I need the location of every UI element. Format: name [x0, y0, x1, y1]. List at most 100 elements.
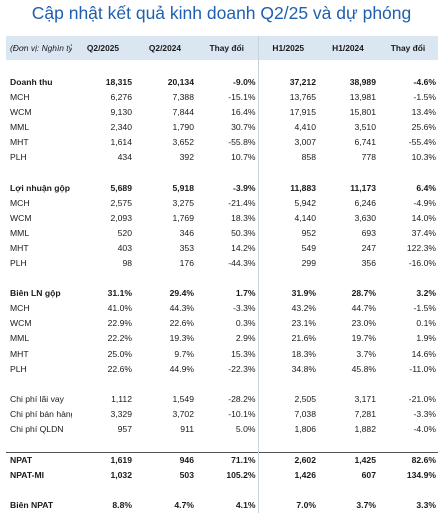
table-cell-q-change: 0.3% — [235, 318, 256, 329]
table-cell-q2-2025: 9,130 — [110, 107, 132, 118]
table-cell-h1-2024: 38,989 — [349, 77, 376, 87]
table-cell-h-change: 3.3% — [416, 500, 436, 511]
table-cell-q2-2024: 3,702 — [172, 408, 194, 419]
table-cell-q2-2024: 946 — [134, 451, 196, 469]
table-cell-h1-2025: 3,007 — [257, 135, 318, 151]
table-cell-q2-2024: 1,549 — [172, 393, 194, 404]
row-label: Biên LN gộp — [10, 288, 61, 299]
table-cell-h-change: 37.4% — [411, 227, 436, 238]
table-cell-q2-2025: 1,112 — [111, 393, 132, 404]
table-row: Chi phí QLDN 957 911 5.0% 1,806 1,882 -4.0% — [6, 421, 438, 437]
table-cell-h-change: 14.6% — [411, 348, 436, 359]
row-label: MHT — [10, 137, 29, 148]
table-cell-h-change: 134.9% — [406, 470, 436, 481]
table-cell-q-change: 105.2% — [226, 470, 256, 481]
row-label: MCH — [10, 92, 30, 103]
table-cell-q2-2025: 1,032 — [110, 470, 132, 481]
table-cell-h1-2024: 247 — [361, 242, 376, 253]
table-cell-q2-2024: 346 — [179, 227, 194, 238]
table-row: WCM 22.9% 22.6% 0.3% 23.1% 23.0% 0.1% — [6, 316, 438, 332]
table-cell-h1-2025: 11,883 — [257, 180, 318, 196]
table-cell-q-change: -28.2% — [228, 393, 256, 404]
table-cell-q2-2025: 403 — [117, 242, 132, 253]
table-cell-h1-2024: 28.7% — [351, 288, 376, 299]
table-cell-h-change: 1.9% — [416, 333, 436, 344]
table-row: WCM 9,130 7,844 16.4% 17,915 15,801 13.4% — [6, 105, 438, 121]
table-cell-h1-2025: 5,942 — [257, 195, 318, 211]
column-header-q2-2025: Q2/2025 — [86, 43, 120, 53]
table-cell-h-change: 10.3% — [411, 152, 436, 163]
table-cell-q-change: 18.3% — [231, 212, 256, 223]
table-cell-h1-2024: 7,281 — [354, 408, 376, 419]
table-cell-h-change: -4.0% — [413, 423, 436, 434]
table-row: Biên LN gộp 31.1% 29.4% 1.7% 31.9% 28.7% 3.2% — [6, 286, 438, 302]
table-row: MML 520 346 50.3% 952 693 37.4% — [6, 225, 438, 241]
row-label: MML — [10, 122, 30, 133]
table-cell-h1-2024: 19.7% — [351, 333, 376, 344]
table-header-row: (Đơn vị: Nghìn tỷ) Q2/2025 Q2/2024 Thay … — [6, 36, 438, 60]
table-cell-q2-2024: 9.7% — [174, 348, 194, 359]
row-spacer — [6, 483, 438, 499]
table-cell-q2-2024: 20,134 — [167, 77, 194, 87]
table-cell-h-change: 25.6% — [411, 122, 436, 133]
table-row: MML 22.2% 19.3% 2.9% 21.6% 19.7% 1.9% — [6, 331, 438, 347]
table-cell-h1-2025: 1,426 — [257, 468, 318, 484]
table-cell-h1-2025: 18.3% — [257, 346, 318, 362]
table-row: MHT 403 353 14.2% 549 247 122.3% — [6, 240, 438, 257]
row-label: WCM — [10, 318, 32, 329]
table-cell-h1-2024: 11,173 — [350, 182, 376, 193]
table-cell-h-change: -3.3% — [413, 408, 436, 419]
row-spacer — [6, 436, 438, 453]
table-cell-h1-2025: 17,915 — [257, 105, 318, 121]
table-cell-q2-2024: 911 — [180, 423, 194, 434]
table-cell-h1-2025: 23.1% — [257, 316, 318, 332]
table-cell-q-change: 50.3% — [231, 227, 256, 238]
table-cell-q-change: 4.1% — [235, 500, 256, 511]
row-label: WCM — [10, 107, 32, 118]
table-cell-h1-2024: 15,801 — [349, 107, 376, 118]
table-cell-q-change: 71.1% — [196, 451, 258, 469]
table-cell-q2-2024: 176 — [179, 258, 194, 269]
table-row: MHT 1,614 3,652 -55.8% 3,007 6,741 -55.4% — [6, 135, 438, 151]
column-header-q-change: Thay đổi — [209, 43, 244, 53]
row-label: MHT — [10, 242, 29, 253]
table-cell-h-change: 82.6% — [378, 451, 438, 469]
table-cell-q2-2024: 7,388 — [172, 92, 194, 103]
table-cell-q2-2024: 353 — [179, 242, 194, 253]
table-cell-h1-2025: 13,765 — [257, 90, 318, 106]
table-cell-q2-2025: 25.0% — [107, 348, 132, 359]
table-cell-q2-2024: 392 — [179, 152, 194, 163]
table-cell-h1-2025: 31.9% — [257, 286, 318, 302]
table-cell-h1-2025: 2,505 — [257, 391, 318, 407]
table-cell-h-change: 14.0% — [411, 212, 436, 223]
table-cell-h1-2025: 4,410 — [257, 120, 318, 136]
table-cell-q2-2024: 22.6% — [169, 318, 194, 329]
table-cell-h1-2025: 549 — [257, 240, 318, 257]
row-spacer — [6, 271, 438, 287]
table-row: NPAT 1,619 946 71.1% 2,602 1,425 82.6% — [6, 451, 438, 469]
table-cell-h-change: -21.0% — [408, 393, 436, 404]
table-cell-q2-2025: 31.1% — [107, 288, 132, 299]
table-cell-q-change: 15.3% — [231, 348, 256, 359]
unit-header: (Đơn vị: Nghìn tỷ) — [10, 43, 72, 53]
table-cell-q-change: -10.1% — [228, 408, 256, 419]
column-header-q2-2024: Q2/2024 — [148, 43, 182, 53]
table-cell-q-change: -9.0% — [233, 77, 256, 87]
table-row: MHT 25.0% 9.7% 15.3% 18.3% 3.7% 14.6% — [6, 346, 438, 362]
table-cell-q2-2025: 41.0% — [107, 303, 132, 314]
table-cell-q-change: -15.1% — [228, 92, 256, 103]
table-cell-q-change: 5.0% — [235, 423, 256, 434]
table-cell-h1-2024: 13,981 — [349, 92, 376, 103]
table-cell-h1-2024: 693 — [361, 227, 376, 238]
table-cell-h1-2024: 1,425 — [318, 451, 378, 469]
table-cell-q-change: -21.4% — [228, 197, 256, 208]
table-cell-h1-2025: 299 — [257, 256, 318, 272]
row-label: Chi phí bán hàng — [10, 408, 72, 419]
table-cell-h-change: -1.5% — [413, 303, 436, 314]
row-label: MHT — [10, 348, 29, 359]
table-cell-h-change: -4.6% — [413, 77, 436, 87]
table-cell-q2-2025: 22.2% — [107, 333, 132, 344]
table-cell-h1-2024: 45.8% — [351, 363, 376, 374]
row-label: Chi phí QLDN — [10, 423, 64, 434]
table-row: MCH 6,276 7,388 -15.1% 13,765 13,981 -1.5% — [6, 90, 438, 106]
